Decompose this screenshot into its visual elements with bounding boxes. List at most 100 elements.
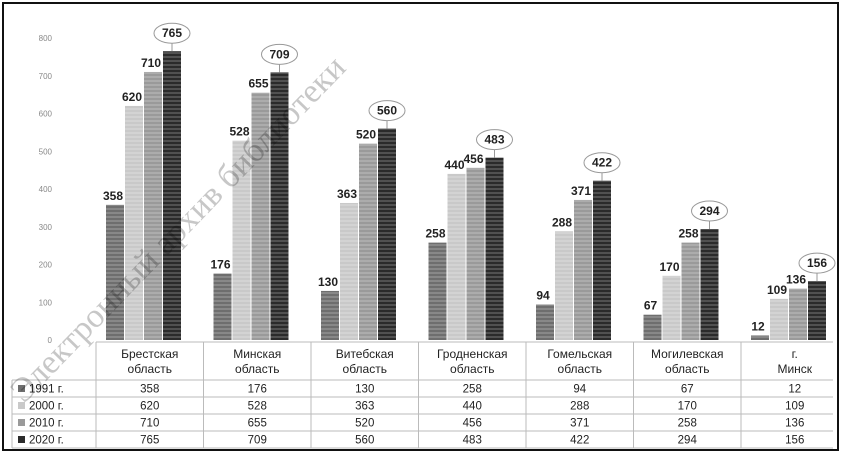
callout-bubble (798, 252, 836, 274)
data-label: 520 (356, 128, 376, 142)
legend-swatch (18, 436, 25, 443)
y-tick-label: 800 (39, 34, 53, 43)
bar-texture (106, 204, 124, 340)
table-cell: 12 (788, 384, 801, 396)
data-label: 130 (318, 275, 338, 289)
data-label: 176 (210, 258, 230, 272)
data-label: 67 (644, 299, 658, 313)
data-label: 655 (248, 77, 268, 91)
bar-texture (270, 72, 289, 340)
data-table: Брестская область Минская область Витебская о… (11, 341, 833, 449)
data-label: 483 (484, 133, 504, 147)
data-label: 12 (751, 319, 765, 333)
legend-label: 1991 г. (29, 384, 64, 396)
table-cell: 176 (248, 384, 267, 396)
bar-texture (213, 273, 232, 340)
data-label: 528 (229, 125, 249, 139)
bar-texture (751, 335, 769, 340)
table-cell: 440 (463, 401, 482, 413)
legend-label: 2010 г. (29, 418, 64, 430)
table-cell: 258 (463, 384, 482, 396)
bar-texture (770, 298, 788, 340)
bar-texture (359, 143, 377, 340)
data-label: 709 (269, 47, 289, 61)
table-cell: 170 (678, 401, 697, 413)
category-label: Гродненская область (437, 347, 508, 376)
data-label: 136 (786, 273, 806, 287)
data-label: 371 (571, 184, 591, 198)
table-cell: 130 (355, 384, 374, 396)
bar-texture (447, 173, 466, 340)
data-label: 765 (162, 26, 182, 40)
data-label: 620 (122, 90, 142, 104)
table-cell: 258 (678, 418, 697, 430)
data-label: 710 (141, 56, 161, 70)
bar-texture (378, 128, 396, 340)
table-cell: 294 (678, 435, 698, 447)
legend-label: 2000 г. (29, 401, 64, 413)
data-label: 94 (536, 289, 550, 303)
category-label: Гомельская область (547, 347, 612, 376)
bar-texture (808, 281, 826, 340)
callout-bubble (153, 22, 191, 44)
legend-label: 2020 г. (29, 435, 64, 447)
table-cell: 765 (140, 435, 159, 447)
callout-bubble (368, 100, 406, 122)
table-cell: 422 (570, 435, 589, 447)
y-tick-label: 100 (39, 298, 53, 307)
bar-texture (593, 180, 611, 340)
data-label: 363 (337, 187, 357, 201)
table-cell: 136 (785, 418, 804, 430)
y-tick-label: 400 (39, 185, 53, 194)
callout-bubble (583, 152, 621, 174)
y-tick-label: 600 (39, 110, 53, 119)
table-cell: 520 (355, 418, 374, 430)
callout-bubble (476, 129, 513, 151)
bar-texture (232, 140, 251, 340)
category-label: Витебская область (336, 347, 394, 376)
y-tick-label: 300 (39, 223, 53, 232)
bar-texture (555, 231, 573, 340)
bar-texture (485, 157, 504, 340)
category-label: Могилевская область (651, 347, 724, 376)
data-label: 456 (463, 152, 483, 166)
table-cell: 94 (573, 384, 586, 396)
legend-swatch (18, 419, 25, 426)
table-cell: 156 (785, 435, 804, 447)
callout-bubble (261, 43, 298, 65)
table-cell: 620 (140, 401, 159, 413)
bar-texture (789, 288, 807, 340)
data-label: 170 (659, 260, 679, 274)
data-label: 358 (103, 189, 123, 203)
callout-bubble (691, 200, 728, 222)
y-tick-label: 200 (39, 261, 53, 270)
category-label: Минская область (233, 347, 281, 376)
table-cell: 67 (681, 384, 694, 396)
bar-texture (681, 242, 700, 340)
table-cell: 655 (248, 418, 267, 430)
bar-texture (340, 202, 358, 340)
bar-texture (251, 92, 270, 340)
bar-texture (700, 229, 719, 340)
table-cell: 710 (140, 418, 159, 430)
table-cell: 358 (140, 384, 159, 396)
y-tick-label: 0 (48, 336, 53, 345)
y-tick-label: 700 (39, 72, 53, 81)
legend-swatch (18, 402, 25, 409)
y-axis: 0 100 200 300 400 500 600 700 800 (39, 34, 53, 345)
bar-texture (321, 290, 339, 340)
y-tick-label: 500 (39, 147, 53, 156)
data-label: 422 (592, 156, 612, 170)
data-label: 560 (377, 104, 397, 118)
bars-group (106, 51, 826, 341)
bar-texture (428, 242, 447, 340)
table-cell: 456 (463, 418, 482, 430)
data-label: 440 (444, 158, 464, 172)
category-label: Брестская область (121, 347, 178, 376)
table-cell: 528 (248, 401, 267, 413)
data-label: 258 (425, 227, 445, 241)
table-cell: 363 (355, 401, 374, 413)
data-label: 109 (767, 283, 787, 297)
